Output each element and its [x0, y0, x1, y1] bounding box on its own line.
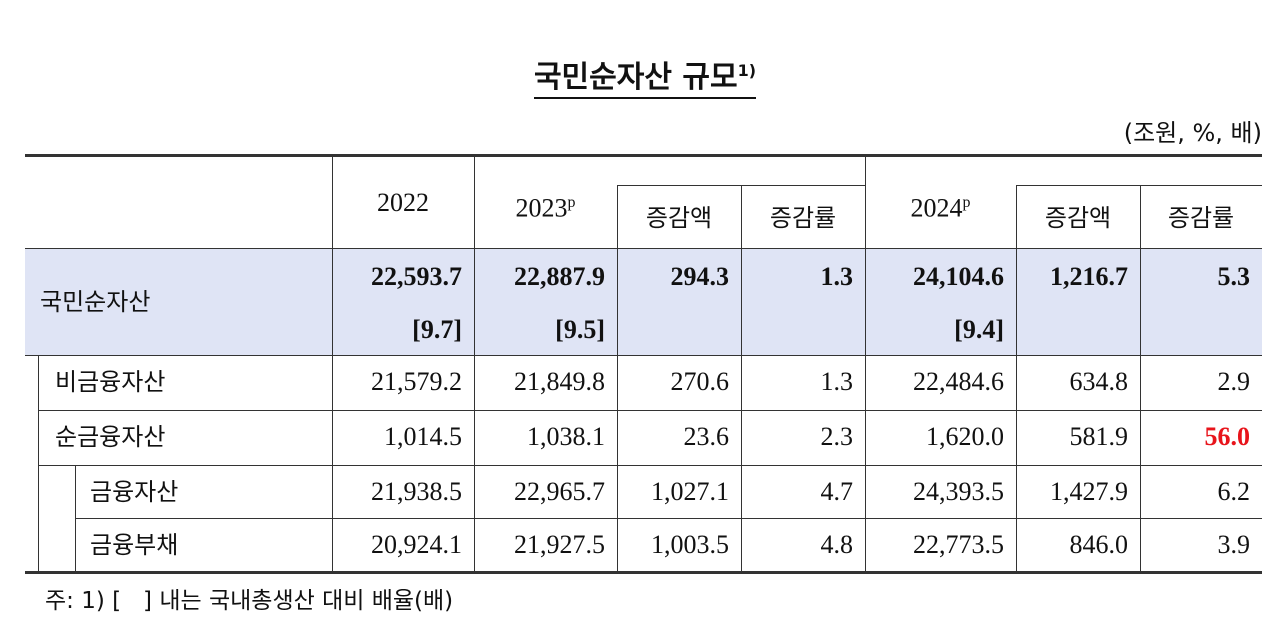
row-label: 금융부채	[90, 531, 179, 559]
sub-header: 증감액	[1044, 204, 1112, 232]
unit: (조원, %, 배)	[1123, 119, 1262, 147]
cell: 3.9	[1217, 530, 1251, 559]
rule	[75, 465, 76, 572]
ratio: [9.7]	[412, 315, 462, 344]
row-background	[25, 248, 1262, 355]
title: 국민순자산 규모	[533, 60, 738, 95]
cell: 23.6	[683, 422, 730, 451]
rule	[38, 355, 39, 572]
cell: 294.3	[670, 262, 730, 291]
cell: 20,924.1	[371, 530, 462, 559]
rule	[741, 185, 742, 572]
cell: 24,393.5	[913, 477, 1004, 506]
row-label: 순금융자산	[55, 423, 166, 451]
ratio: [9.5]	[555, 315, 605, 344]
rule	[25, 355, 1262, 356]
cell: 6.2	[1217, 477, 1251, 506]
cell: 1,038.1	[527, 422, 605, 451]
rule	[865, 155, 866, 572]
cell: 22,593.7	[371, 262, 462, 291]
row-label: 비금융자산	[55, 368, 166, 396]
row-label: 금융자산	[90, 478, 179, 506]
sub-header: 증감률	[1167, 204, 1235, 232]
rule	[25, 571, 1262, 574]
cell: 22,484.6	[913, 367, 1004, 396]
cell: 2.9	[1217, 367, 1251, 396]
year: 2022	[377, 188, 429, 217]
rule	[75, 518, 1262, 519]
title-underline: 국민순자산 규모1)	[533, 60, 757, 99]
rule	[332, 155, 333, 572]
cell: 21,927.5	[514, 530, 605, 559]
cell: 1,427.9	[1050, 477, 1128, 506]
rule	[474, 155, 475, 572]
year: 2023	[515, 193, 568, 223]
prelim-mark: p	[962, 194, 971, 211]
cell: 1.3	[820, 367, 854, 396]
cell: 846.0	[1069, 530, 1129, 559]
rule	[1016, 185, 1262, 186]
ratio: [9.4]	[954, 315, 1004, 344]
cell: 22,773.5	[913, 530, 1004, 559]
cell: 56.0	[1204, 422, 1251, 451]
row-label: 국민순자산	[40, 288, 151, 316]
cell: 21,938.5	[371, 477, 462, 506]
rule	[38, 410, 1262, 411]
year-header: 2022	[332, 188, 474, 218]
cell: 1,014.5	[384, 422, 462, 451]
cell: 1,027.1	[651, 477, 729, 506]
rule	[617, 185, 618, 572]
cell: 22,965.7	[514, 477, 605, 506]
cell: 270.6	[670, 367, 730, 396]
year-header: 2023p	[474, 188, 617, 224]
rule	[1016, 185, 1017, 572]
cell: 1,216.7	[1050, 262, 1128, 291]
footnote: 주: 1) [ ] 내는 국내총생산 대비 배율(배)	[45, 588, 454, 614]
cell: 21,579.2	[371, 367, 462, 396]
sub-header: 증감액	[645, 204, 713, 232]
cell: 5.3	[1217, 262, 1251, 291]
cell: 21,849.8	[514, 367, 605, 396]
cell: 1.3	[820, 262, 854, 291]
cell: 22,887.9	[514, 262, 605, 291]
rule	[38, 465, 1262, 466]
cell: 24,104.6	[913, 262, 1004, 291]
rule	[25, 248, 1262, 249]
cell: 634.8	[1069, 367, 1129, 396]
cell: 2.3	[820, 422, 854, 451]
cell: 4.7	[820, 477, 854, 506]
year-header: 2024p	[865, 188, 1016, 224]
year: 2024	[910, 193, 963, 223]
sub-header: 증감률	[769, 204, 837, 232]
prelim-mark: p	[567, 194, 576, 211]
title-note: 1)	[737, 61, 757, 80]
title-wrap: 국민순자산 규모1)	[0, 56, 1280, 99]
cell: 581.9	[1069, 422, 1129, 451]
cell: 1,003.5	[651, 530, 729, 559]
cell: 4.8	[820, 530, 854, 559]
rule	[1140, 185, 1141, 572]
cell: 1,620.0	[926, 422, 1004, 451]
rule	[25, 154, 1262, 157]
